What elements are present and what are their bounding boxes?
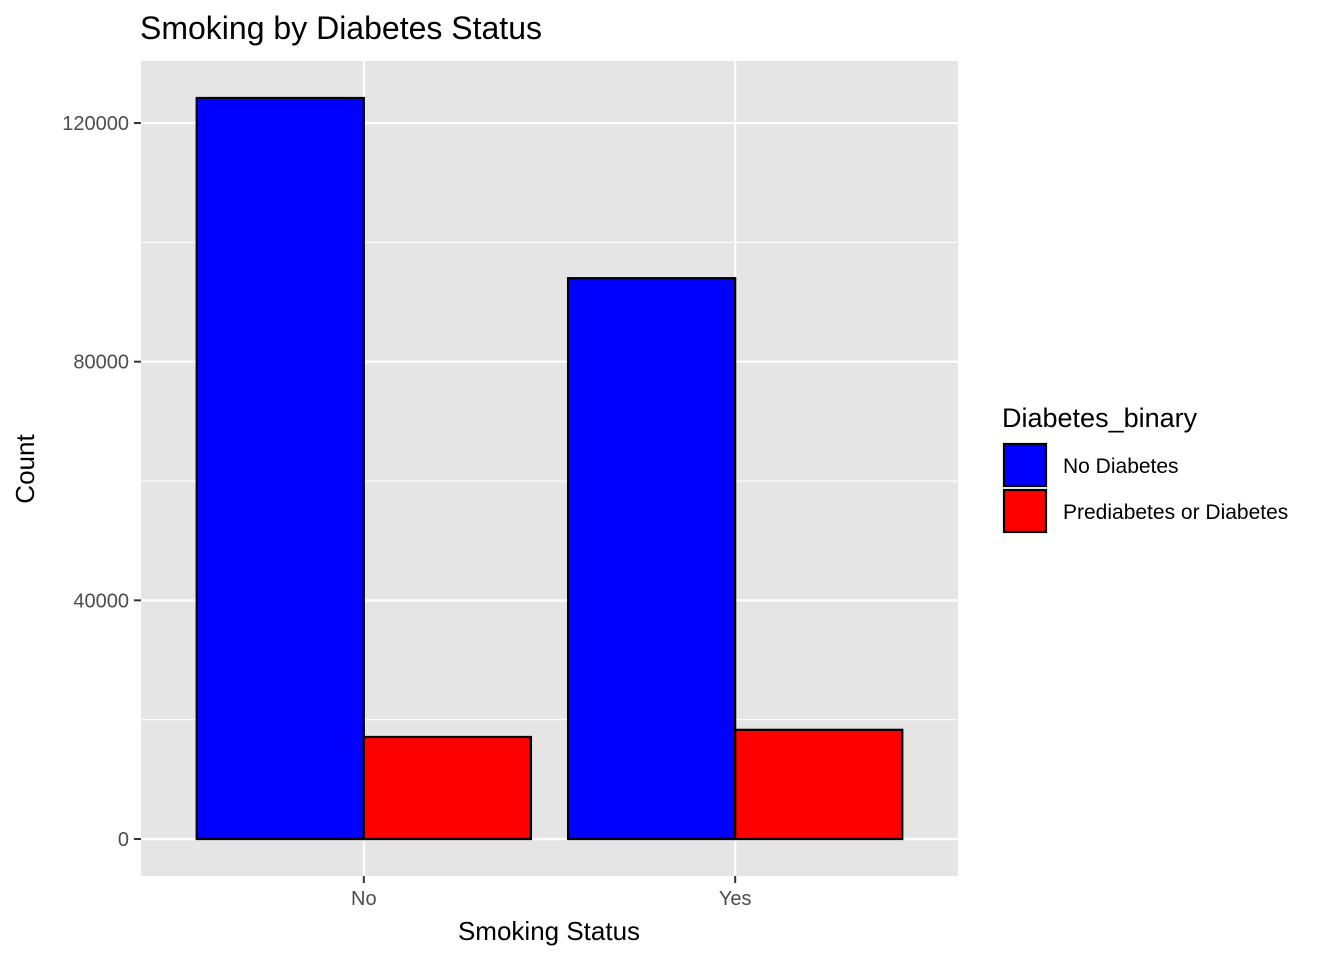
x-axis: No Yes: [351, 876, 752, 910]
legend-title: Diabetes_binary: [1002, 403, 1198, 433]
bar-prediabetes-or-diabetes-no: [362, 735, 533, 841]
legend: Diabetes_binary No Diabetes Prediabetes o…: [1002, 403, 1288, 534]
bar-no-diabetes-yes: [566, 277, 737, 841]
bar-no-diabetes-no: [195, 96, 365, 841]
y-tick-label: 80000: [73, 352, 129, 374]
y-tick-label: 40000: [73, 590, 129, 612]
y-axis: 0 40000 80000 120000: [62, 113, 141, 851]
legend-label: No Diabetes: [1063, 455, 1179, 478]
bar-prediabetes-or-diabetes-yes: [734, 728, 904, 841]
legend-key-no-diabetes: [1002, 442, 1048, 488]
bars: [195, 96, 904, 841]
y-tick-label: 0: [118, 829, 129, 851]
x-tick-label: Yes: [719, 888, 752, 910]
x-tick-label: No: [351, 888, 377, 910]
chart-title: Smoking by Diabetes Status: [140, 10, 542, 46]
y-tick-label: 120000: [62, 113, 129, 135]
legend-label: Prediabetes or Diabetes: [1063, 501, 1288, 524]
legend-key-prediabetes-or-diabetes: [1002, 488, 1048, 534]
y-axis-title: Count: [10, 434, 40, 504]
x-axis-title: Smoking Status: [458, 916, 640, 946]
